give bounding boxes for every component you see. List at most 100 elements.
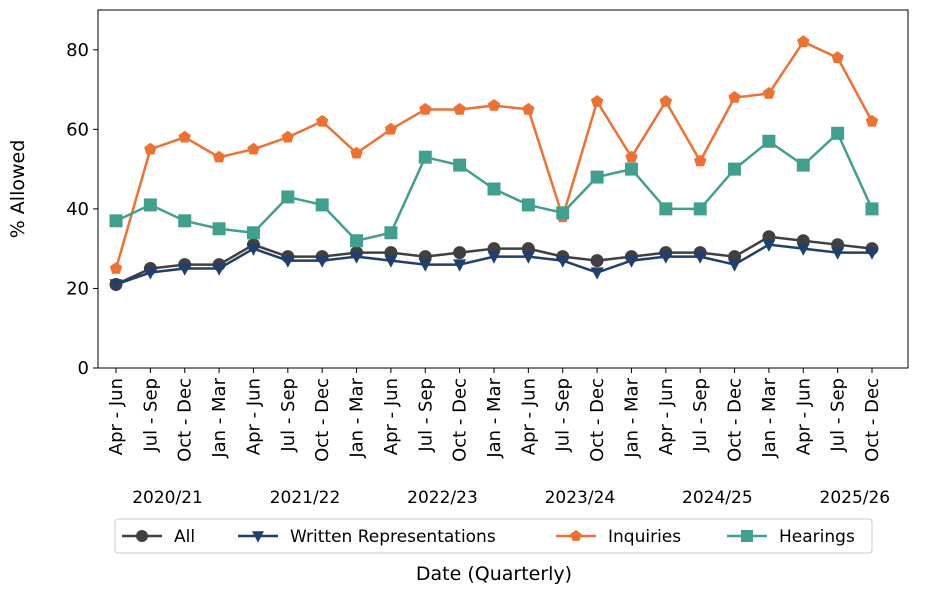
x-tick-label: Oct - Dec bbox=[312, 378, 333, 462]
legend-label: Inquiries bbox=[608, 527, 681, 547]
legend-entry: Inquiries bbox=[556, 527, 681, 547]
x-tick-label: Jul - Sep bbox=[690, 378, 711, 453]
marker-square bbox=[728, 162, 742, 176]
marker-square bbox=[487, 182, 501, 196]
marker-pentagon bbox=[281, 130, 294, 143]
marker-pentagon bbox=[109, 262, 123, 274]
x-tick-label: Apr - Jun bbox=[243, 378, 264, 455]
x-tick-label: Oct - Dec bbox=[587, 378, 608, 462]
marker-square bbox=[109, 214, 123, 228]
marker-pentagon bbox=[247, 142, 260, 155]
legend-entry: Written Representations bbox=[238, 527, 496, 547]
x-tick-label: Jan - Mar bbox=[484, 377, 505, 458]
marker-square bbox=[453, 158, 467, 172]
marker-square bbox=[521, 198, 535, 212]
marker-pentagon bbox=[178, 130, 191, 143]
marker-pentagon bbox=[212, 150, 226, 163]
year-label: 2022/23 bbox=[407, 488, 478, 508]
x-tick-label: Apr - Jun bbox=[106, 378, 127, 455]
marker-triangle bbox=[281, 255, 295, 268]
marker-triangle bbox=[521, 251, 535, 264]
marker-triangle bbox=[831, 247, 845, 260]
marker-triangle bbox=[384, 255, 398, 268]
marker-pentagon bbox=[728, 91, 741, 103]
marker-pentagon bbox=[865, 114, 879, 127]
marker-pentagon bbox=[570, 530, 582, 541]
marker-triangle bbox=[590, 267, 604, 280]
marker-triangle bbox=[624, 255, 638, 268]
marker-pentagon bbox=[144, 142, 157, 155]
marker-triangle bbox=[796, 243, 810, 256]
marker-triangle bbox=[212, 263, 226, 276]
marker-pentagon bbox=[694, 154, 707, 167]
marker-square bbox=[178, 214, 192, 228]
year-label: 2021/22 bbox=[270, 488, 341, 508]
marker-pentagon bbox=[316, 114, 329, 127]
series-written-representations bbox=[109, 239, 879, 292]
x-tick-label: Jul - Sep bbox=[828, 378, 849, 453]
y-tick-label: 0 bbox=[78, 358, 89, 379]
marker-square bbox=[350, 234, 364, 248]
marker-triangle bbox=[418, 259, 432, 272]
marker-pentagon bbox=[762, 87, 776, 99]
marker-triangle bbox=[315, 255, 329, 268]
x-tick-label: Jul - Sep bbox=[278, 378, 299, 453]
marker-square bbox=[659, 202, 673, 216]
marker-pentagon bbox=[797, 35, 810, 48]
marker-square bbox=[418, 150, 432, 164]
marker-pentagon bbox=[350, 146, 363, 159]
y-tick-label: 40 bbox=[66, 199, 89, 220]
x-tick-label: Apr - Jun bbox=[656, 378, 677, 455]
marker-triangle bbox=[109, 279, 123, 292]
marker-pentagon bbox=[625, 150, 638, 163]
x-tick-label: Apr - Jun bbox=[518, 378, 539, 455]
x-tick-label: Apr - Jun bbox=[381, 378, 402, 455]
marker-square bbox=[315, 198, 329, 212]
year-label: 2024/25 bbox=[682, 488, 753, 508]
x-tick-label: Oct - Dec bbox=[862, 378, 883, 462]
marker-triangle bbox=[556, 255, 570, 268]
marker-square bbox=[281, 190, 295, 204]
marker-circle bbox=[590, 254, 604, 268]
plot-frame bbox=[97, 9, 909, 369]
marker-pentagon bbox=[831, 51, 844, 63]
marker-pentagon bbox=[487, 99, 501, 111]
marker-square bbox=[143, 198, 157, 212]
marker-triangle bbox=[246, 243, 260, 256]
series-line bbox=[114, 40, 874, 269]
marker-square bbox=[796, 158, 810, 172]
marker-square bbox=[741, 530, 753, 542]
marker-square bbox=[212, 222, 226, 236]
marker-square bbox=[624, 162, 638, 176]
marker-square bbox=[762, 134, 776, 148]
x-tick-label: Oct - Dec bbox=[450, 378, 471, 462]
x-tick-label: Jan - Mar bbox=[347, 377, 368, 458]
marker-triangle bbox=[252, 531, 264, 543]
legend-entry: All bbox=[122, 527, 195, 547]
series-hearings bbox=[109, 126, 879, 248]
legend-label: All bbox=[174, 527, 195, 547]
marker-square bbox=[831, 126, 845, 140]
marker-triangle bbox=[659, 251, 673, 264]
x-axis-label: Date (Quarterly) bbox=[416, 563, 572, 585]
legend-label: Written Representations bbox=[290, 527, 496, 547]
year-label: 2025/26 bbox=[820, 488, 891, 508]
marker-square bbox=[693, 202, 707, 216]
x-tick-label: Oct - Dec bbox=[175, 378, 196, 462]
x-tick-label: Jul - Sep bbox=[140, 378, 161, 453]
marker-pentagon bbox=[453, 102, 466, 115]
marker-pentagon bbox=[659, 95, 672, 107]
year-label: 2020/21 bbox=[132, 488, 203, 508]
legend-label: Hearings bbox=[779, 527, 855, 547]
marker-triangle bbox=[693, 251, 707, 264]
marker-square bbox=[865, 202, 879, 216]
marker-square bbox=[590, 170, 604, 184]
marker-triangle bbox=[350, 251, 364, 264]
marker-triangle bbox=[865, 247, 879, 260]
x-tick-label: Jul - Sep bbox=[553, 378, 574, 453]
marker-square bbox=[384, 226, 398, 240]
plot-marks bbox=[109, 35, 879, 292]
marker-pentagon bbox=[384, 122, 398, 135]
axes: 0 20 40 60 80 Apr - Jun Jul - Sep Oct - Dec Jan … bbox=[66, 40, 890, 508]
